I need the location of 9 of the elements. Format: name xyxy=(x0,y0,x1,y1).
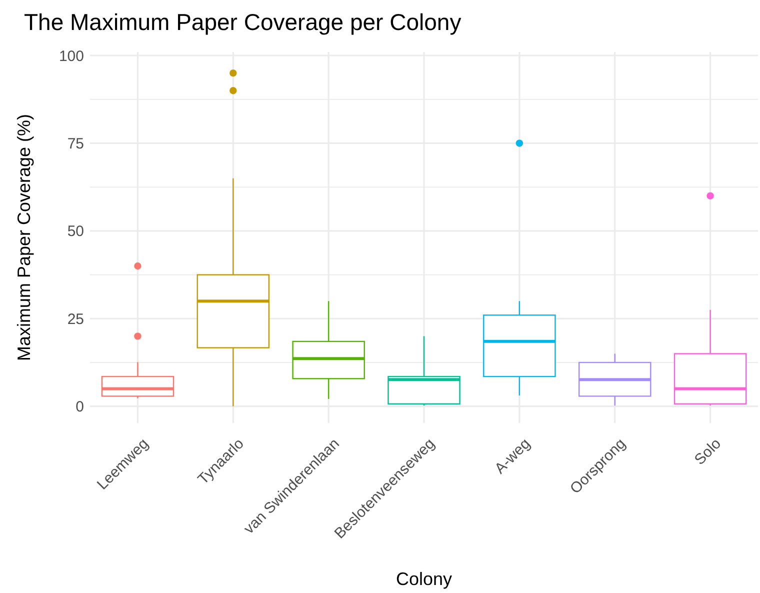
y-tick-label: 0 xyxy=(76,398,84,416)
chart-title: The Maximum Paper Coverage per Colony xyxy=(24,9,462,35)
y-tick-label: 100 xyxy=(58,48,84,65)
y-axis-title: Maximum Paper Coverage (%) xyxy=(14,114,34,362)
y-tick-label: 75 xyxy=(67,135,84,152)
x-axis-title: Colony xyxy=(396,569,452,589)
x-tick-label: Solo xyxy=(691,435,725,468)
y-tick-label: 25 xyxy=(67,310,84,328)
y-tick-label: 50 xyxy=(67,223,84,240)
